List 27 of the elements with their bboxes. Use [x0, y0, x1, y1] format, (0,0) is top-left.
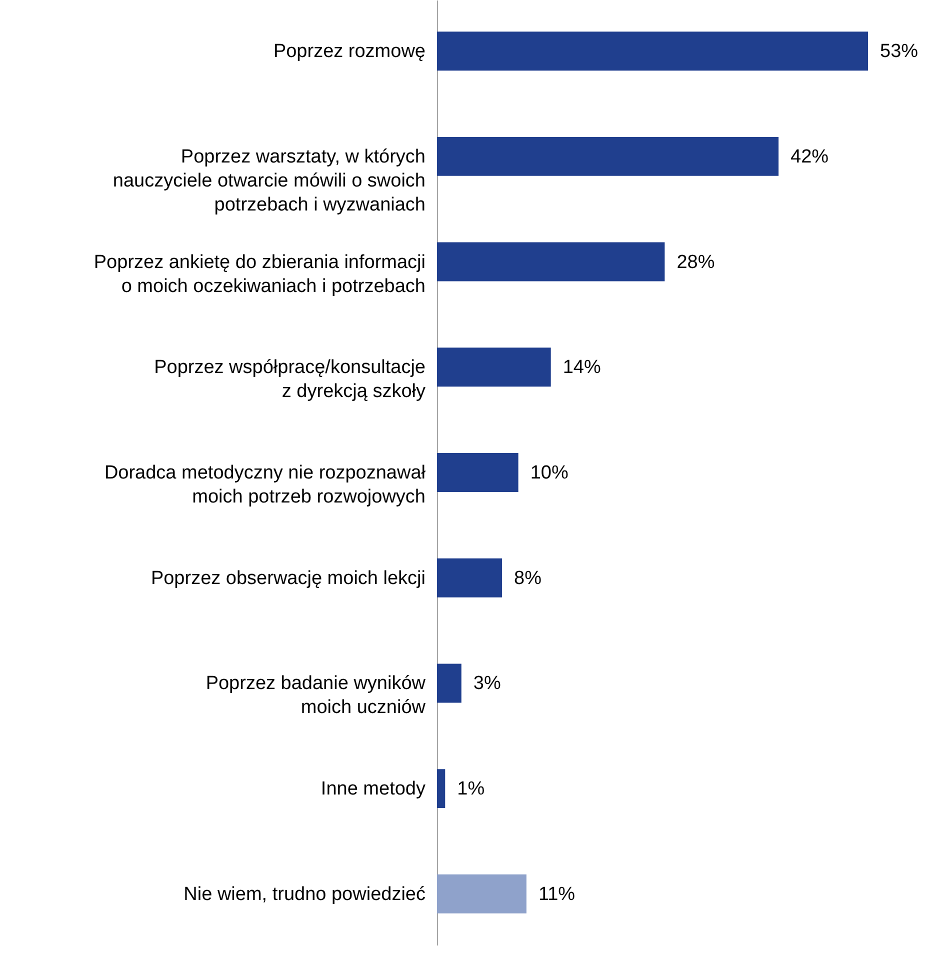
- y-tick-label: Poprzez ankietę do zbierania informacji o moich oczekiwaniach i potrzebach: [94, 252, 426, 297]
- y-tick-label: Poprzez współpracę/konsultacje z dyrekcją szkoły: [154, 357, 426, 402]
- bar: [437, 453, 518, 492]
- data-label: 1%: [457, 778, 485, 800]
- data-label: 10%: [530, 462, 568, 484]
- bar: [437, 348, 551, 387]
- y-tick-label: Poprzez badanie wyników moich uczniów: [206, 673, 426, 718]
- bar: [437, 769, 446, 808]
- bar: [437, 664, 462, 703]
- bar: [437, 874, 526, 914]
- bar: [437, 558, 502, 598]
- y-tick-label: Doradca metodyczny nie rozpoznawał moich potrzeb rozwojowych: [104, 462, 426, 508]
- data-label: 42%: [790, 146, 829, 168]
- data-label: 28%: [676, 252, 715, 273]
- y-tick-label: Inne metody: [320, 778, 426, 800]
- data-label: 11%: [538, 884, 576, 905]
- data-label: 3%: [473, 673, 501, 694]
- data-label: 8%: [514, 568, 542, 589]
- data-label: 53%: [880, 41, 918, 62]
- bar: [437, 32, 868, 71]
- data-label: 14%: [562, 357, 601, 378]
- y-tick-label: Poprzez rozmowę: [273, 41, 426, 62]
- bar: [437, 136, 779, 176]
- bar: [437, 242, 665, 282]
- y-tick-label: Poprzez obserwację moich lekcji: [150, 568, 426, 589]
- y-tick-label: Nie wiem, trudno powiedzieć: [184, 884, 426, 905]
- y-tick-label: Poprzez warsztaty, w których nauczyciele otwarcie mówili o swoich potrzebach i wyzwaniach: [112, 146, 426, 216]
